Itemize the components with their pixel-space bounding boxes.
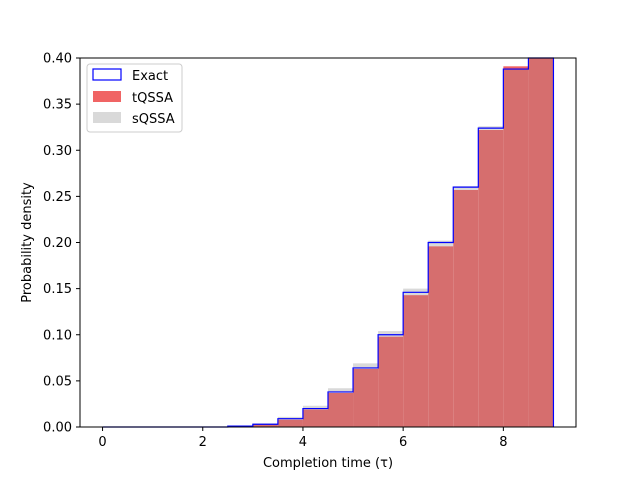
overlap-bar [353, 368, 379, 427]
sqssa-bar [328, 388, 354, 393]
overlap-bar [403, 295, 429, 427]
y-tick-label: 0.25 [43, 190, 72, 205]
legend-label-exact: Exact [132, 69, 168, 84]
sqssa-bar [353, 363, 379, 369]
x-tick-label: 8 [499, 435, 507, 450]
x-tick-label: 0 [98, 435, 106, 450]
y-tick-label: 0.00 [43, 421, 72, 436]
tqssa-bar [503, 66, 529, 70]
legend-swatch-sqssa [93, 112, 121, 123]
legend: Exact tQSSA sQSSA [86, 63, 183, 133]
overlap-bar [252, 424, 278, 427]
legend-label-tqssa: tQSSA [132, 91, 173, 106]
y-axis-label: Probability density [20, 182, 35, 303]
overlap-bar [302, 409, 328, 427]
overlap-bar [378, 336, 404, 427]
x-axis-label: Completion time (τ) [263, 456, 393, 471]
sqssa-bar [302, 405, 328, 410]
overlap-bar [277, 419, 303, 427]
legend-swatch-exact [92, 68, 122, 81]
overlap-bar [503, 69, 529, 427]
sqssa-bar [453, 186, 479, 190]
ticks-layer: 0 2 4 6 8 0.00 0.05 0.10 0.15 0.20 0.25 0.30 0.35 0.4… [43, 52, 507, 451]
y-tick-label: 0.10 [43, 328, 72, 343]
sqssa-bar [378, 331, 404, 337]
legend-swatch-tqssa [93, 91, 121, 102]
y-tick-label: 0.20 [43, 236, 72, 251]
x-tick-label: 6 [399, 435, 407, 450]
y-tick-label: 0.35 [43, 98, 72, 113]
overlap-bar [528, 58, 554, 427]
overlap-bar [453, 189, 479, 427]
overlap-bar [328, 392, 354, 427]
bars-layer [227, 58, 554, 427]
sqssa-bar [428, 240, 454, 247]
y-tick-label: 0.30 [43, 144, 72, 159]
y-tick-label: 0.05 [43, 374, 72, 389]
y-tick-label: 0.40 [43, 52, 72, 67]
x-tick-label: 2 [199, 435, 207, 450]
overlap-bar [478, 129, 504, 427]
legend-label-sqssa: sQSSA [132, 112, 175, 127]
y-tick-label: 0.15 [43, 282, 72, 297]
overlap-bar [428, 246, 454, 427]
x-tick-label: 4 [299, 435, 307, 450]
